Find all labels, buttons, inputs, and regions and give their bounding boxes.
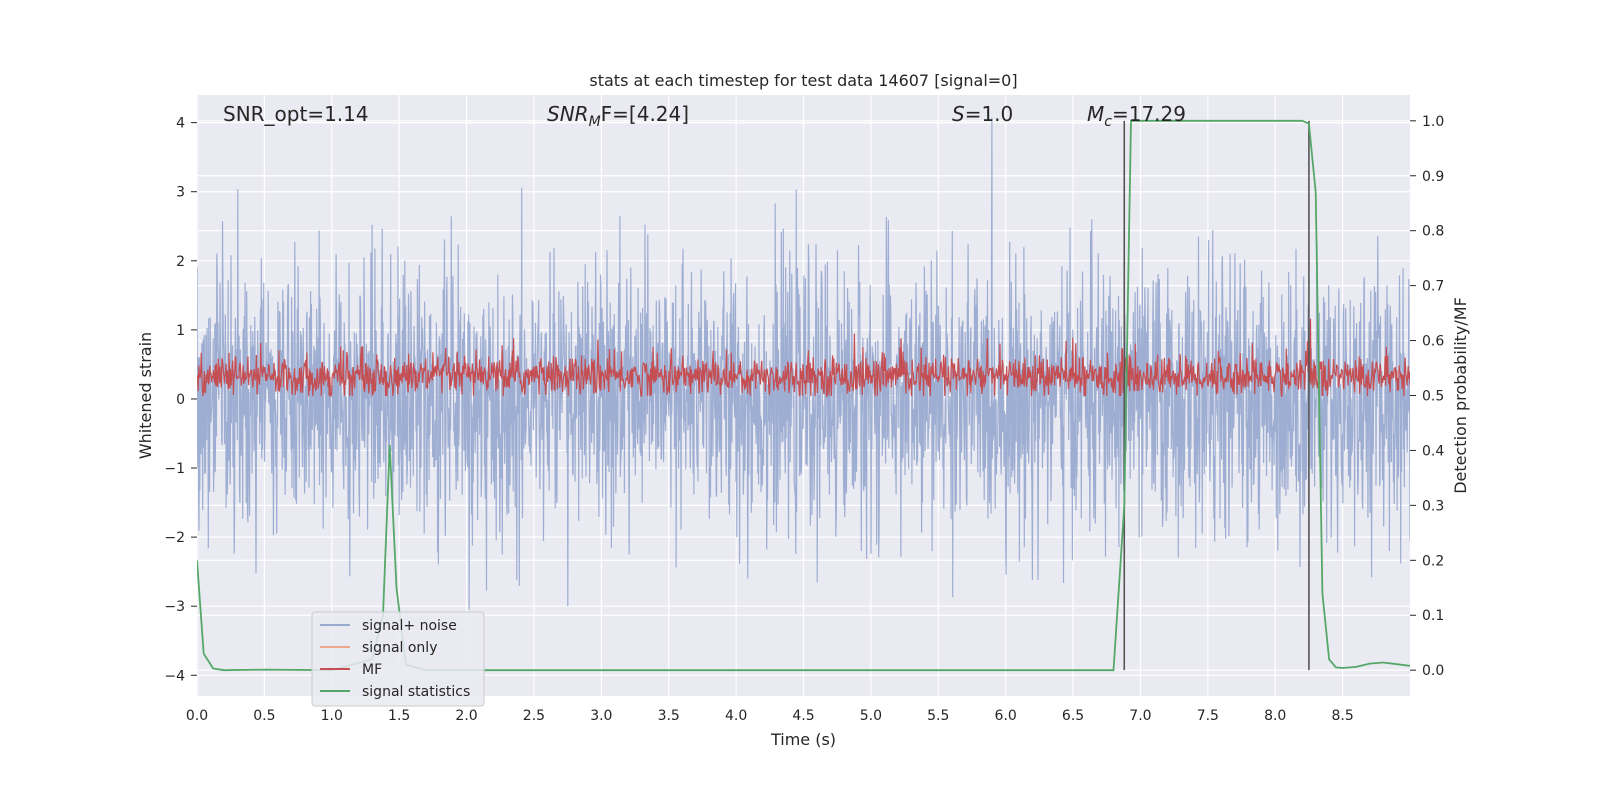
x-tick-label: 4.0 — [725, 708, 747, 724]
chart-title: stats at each timestep for test data 146… — [589, 71, 1017, 90]
y-axis-label-right: Detection probability/MF — [1451, 297, 1470, 494]
y-tick-label-left: −1 — [164, 461, 185, 477]
y-tick-label-left: 2 — [176, 254, 185, 270]
x-tick-label: 4.5 — [792, 708, 814, 724]
x-tick-label: 1.0 — [321, 708, 343, 724]
x-tick-label: 6.0 — [995, 708, 1017, 724]
y-tick-label-right: 0.9 — [1422, 169, 1444, 185]
mc-main: M — [1087, 102, 1104, 126]
annotation-snr-opt: SNR_opt=1.14 — [223, 102, 369, 126]
snr-mf-sub: M — [589, 114, 601, 130]
snr-mf-main: SNR — [547, 102, 589, 126]
legend-label: signal only — [362, 640, 437, 656]
x-tick-label: 7.0 — [1129, 708, 1151, 724]
x-tick-label: 0.5 — [253, 708, 275, 724]
x-tick-label: 8.5 — [1331, 708, 1353, 724]
y-tick-label-right: 0.0 — [1422, 663, 1444, 679]
mc-sub: c — [1104, 114, 1112, 130]
x-tick-label: 3.5 — [658, 708, 680, 724]
s-rest: =1.0 — [965, 102, 1014, 126]
legend-label: signal statistics — [362, 684, 470, 700]
mc-rest: =17.29 — [1112, 102, 1186, 126]
y-tick-label-right: 0.6 — [1422, 334, 1444, 350]
y-tick-label-right: 0.8 — [1422, 224, 1444, 240]
annotation-snr-mf: SNRMF=[4.24] — [547, 102, 689, 130]
x-tick-label: 7.5 — [1197, 708, 1219, 724]
y-tick-label-right: 0.5 — [1422, 389, 1444, 405]
y-tick-label-right: 0.7 — [1422, 279, 1444, 295]
x-tick-label: 1.5 — [388, 708, 410, 724]
x-tick-label: 8.0 — [1264, 708, 1286, 724]
x-axis-label: Time (s) — [770, 730, 836, 749]
y-tick-label-left: 1 — [176, 323, 185, 339]
legend-label: MF — [362, 662, 382, 678]
annotation-mc: Mc=17.29 — [1087, 102, 1186, 130]
x-tick-label: 5.5 — [927, 708, 949, 724]
y-tick-label-right: 1.0 — [1422, 114, 1444, 130]
y-tick-label-left: −3 — [164, 599, 185, 615]
x-tick-label: 2.0 — [455, 708, 477, 724]
x-tick-label: 3.0 — [590, 708, 612, 724]
y-tick-label-right: 0.4 — [1422, 443, 1444, 459]
y-tick-label-right: 0.1 — [1422, 608, 1444, 624]
x-tick-label: 0.0 — [186, 708, 208, 724]
legend-label: signal+ noise — [362, 618, 457, 634]
x-tick-label: 2.5 — [523, 708, 545, 724]
snr-mf-rest: F=[4.24] — [601, 102, 689, 126]
x-tick-label: 6.5 — [1062, 708, 1084, 724]
y-tick-label-left: −2 — [164, 530, 185, 546]
y-ticks-left: 4 3 2 1 0 −1 −2 −3 −4 — [164, 116, 197, 684]
annotation-s: S=1.0 — [952, 102, 1013, 126]
legend-box — [311, 611, 485, 707]
y-axis-label-left: Whitened strain — [136, 332, 155, 459]
y-tick-label-left: 4 — [176, 116, 185, 132]
legend: signal+ noise signal only MF signal statist… — [311, 611, 485, 707]
series-mf — [197, 318, 1410, 398]
y-ticks-right: 1.0 0.9 0.8 0.7 0.6 0.5 0.4 0.3 0.2 0.1 0.0 — [1410, 114, 1444, 679]
y-tick-label-left: 0 — [176, 392, 185, 408]
y-tick-label-left: −4 — [164, 668, 185, 684]
y-tick-label-left: 3 — [176, 185, 185, 201]
y-tick-label-right: 0.3 — [1422, 498, 1444, 514]
x-tick-label: 5.0 — [860, 708, 882, 724]
x-ticks: 0.0 0.5 1.0 1.5 2.0 2.5 3.0 3.5 4.0 4.5 5.0 5.5 6.0 6… — [186, 708, 1354, 724]
s-symbol: S — [952, 102, 965, 126]
y-tick-label-right: 0.2 — [1422, 553, 1444, 569]
